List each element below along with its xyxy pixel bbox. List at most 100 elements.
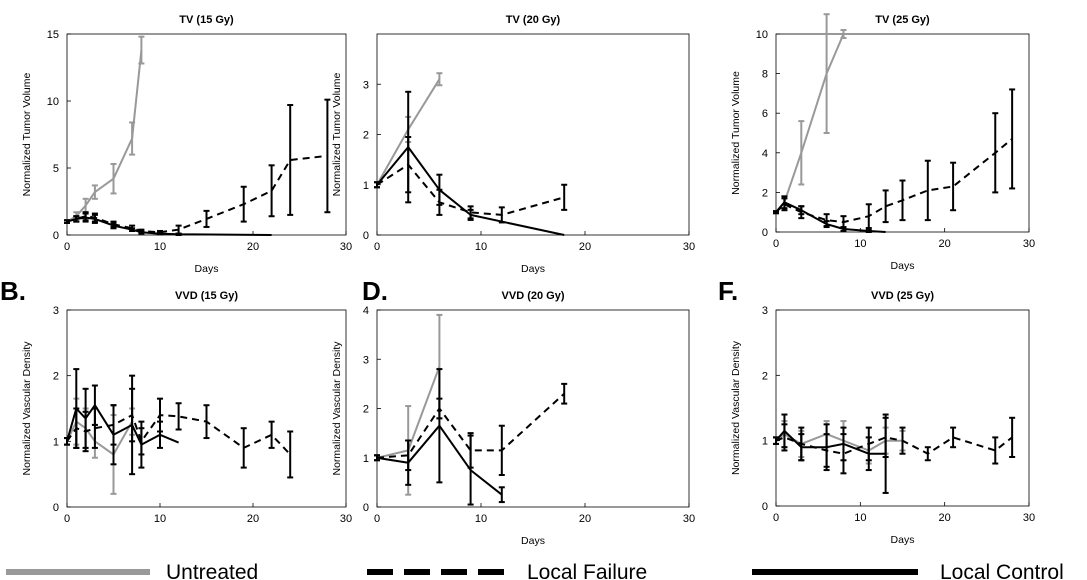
chart-6-series-untreated-line bbox=[775, 433, 903, 452]
chart-2-ylabel: Normalized Tumor Volume bbox=[331, 72, 343, 196]
chart-3-xtick-label: 20 bbox=[939, 238, 951, 250]
chart-4-xtick-label: 0 bbox=[64, 513, 70, 525]
legend-label-local-failure: Local Failure bbox=[527, 561, 647, 580]
chart-3: TV (25 Gy) 0 10 20 30 0 2 4 6 8 10 Days Normalized T… bbox=[730, 13, 1035, 272]
chart-2-ytick-label: 0 bbox=[363, 230, 369, 242]
chart-1-xtick-label: 0 bbox=[64, 241, 70, 253]
chart-1: TV (15 Gy) 0 10 20 30 0 5 10 15 Days Normalized Tu… bbox=[21, 14, 352, 275]
chart-4-xtick-label: 20 bbox=[247, 513, 259, 525]
chart-6-xtick-label: 20 bbox=[939, 512, 951, 524]
chart-3-ytick-label: 4 bbox=[762, 148, 768, 160]
chart-1-series-local-failure bbox=[64, 98, 331, 235]
panel-letter-f: F. bbox=[718, 276, 738, 306]
chart-2-xtick-label: 30 bbox=[683, 241, 695, 253]
chart-2-series-local-control-line bbox=[376, 146, 565, 236]
chart-3-frame bbox=[775, 33, 1030, 233]
chart-2-xtick-label: 0 bbox=[374, 241, 380, 253]
chart-3-xlabel: Days bbox=[891, 260, 915, 272]
chart-3-ytick-label: 10 bbox=[756, 29, 768, 41]
chart-6-title: VVD (25 Gy) bbox=[871, 290, 934, 302]
chart-4-ytick-label: 1 bbox=[53, 436, 59, 448]
chart-6-ylabel: Normalized Vascular Density bbox=[730, 340, 742, 475]
chart-4: VVD (15 Gy) 0 10 20 30 0 1 2 3 Normalized Vascula… bbox=[21, 290, 352, 525]
chart-4-ytick-label: 3 bbox=[53, 305, 59, 317]
chart-6-series-local-failure bbox=[773, 416, 1016, 475]
chart-1-series-local-failure-line bbox=[66, 154, 328, 234]
chart-1-ytick-label: 5 bbox=[53, 163, 59, 175]
chart-3-series-local-control bbox=[773, 195, 886, 233]
chart-1-frame bbox=[66, 33, 347, 236]
chart-5-xlabel: Days bbox=[521, 535, 545, 547]
chart-5-ytick-label: 2 bbox=[363, 404, 369, 416]
chart-1-series-untreated-line bbox=[66, 49, 143, 223]
chart-5-ytick-label: 0 bbox=[363, 502, 369, 514]
chart-5-ylabel: Normalized Vascular Density bbox=[331, 341, 343, 476]
legend: Untreated Local Failure Local Control bbox=[6, 561, 1064, 580]
chart-1-series-local-control-line bbox=[66, 216, 272, 236]
chart-5-ytick-label: 1 bbox=[363, 453, 369, 465]
chart-3-ytick-label: 2 bbox=[762, 187, 768, 199]
chart-6-ytick-label: 1 bbox=[762, 436, 768, 448]
chart-2-ytick-label: 2 bbox=[363, 130, 369, 142]
chart-5-title: VVD (20 Gy) bbox=[502, 290, 565, 302]
chart-5: VVD (20 Gy) 0 10 20 30 0 1 2 3 4 Days Normalized Va… bbox=[331, 290, 695, 547]
chart-3-ylabel: Normalized Tumor Volume bbox=[730, 71, 742, 195]
chart-6-ytick-label: 0 bbox=[762, 501, 768, 513]
chart-2-frame bbox=[376, 33, 690, 236]
chart-2: TV (20 Gy) 0 10 20 30 0 1 2 3 Days Normalized Tumo… bbox=[331, 14, 695, 275]
chart-3-ytick-label: 8 bbox=[762, 69, 768, 81]
chart-3-series-local-failure bbox=[773, 88, 1016, 230]
chart-1-xtick-label: 10 bbox=[154, 241, 166, 253]
chart-3-series-untreated bbox=[773, 13, 847, 215]
legend-label-local-control: Local Control bbox=[940, 561, 1064, 580]
chart-2-xtick-label: 10 bbox=[475, 241, 487, 253]
chart-4-frame bbox=[66, 309, 347, 508]
chart-2-xtick-label: 20 bbox=[579, 241, 591, 253]
chart-4-series-local-control bbox=[64, 368, 179, 476]
chart-4-series-untreated-line bbox=[66, 420, 133, 456]
chart-6-xtick-label: 30 bbox=[1023, 512, 1035, 524]
chart-3-xtick-label: 10 bbox=[854, 238, 866, 250]
legend-label-untreated: Untreated bbox=[166, 561, 258, 580]
chart-4-xtick-label: 30 bbox=[340, 513, 352, 525]
chart-5-series-local-failure-line bbox=[376, 392, 565, 459]
chart-6-xlabel: Days bbox=[891, 534, 915, 546]
chart-1-ylabel: Normalized Tumor Volume bbox=[21, 72, 33, 196]
panel-letter-b: B. bbox=[0, 276, 26, 306]
chart-5-ytick-label: 3 bbox=[363, 354, 369, 366]
chart-1-xlabel: Days bbox=[195, 263, 219, 275]
chart-5-xtick-label: 0 bbox=[374, 513, 380, 525]
chart-6-xtick-label: 10 bbox=[854, 512, 866, 524]
chart-2-xlabel: Days bbox=[521, 263, 545, 275]
chart-1-xtick-label: 20 bbox=[247, 241, 259, 253]
chart-5-ytick-label: 4 bbox=[363, 305, 369, 317]
chart-3-ytick-label: 6 bbox=[762, 108, 768, 120]
chart-1-ytick-label: 15 bbox=[47, 29, 59, 41]
chart-6-ytick-label: 2 bbox=[762, 370, 768, 382]
chart-4-ylabel: Normalized Vascular Density bbox=[21, 341, 33, 476]
chart-6-series-local-failure-line bbox=[775, 436, 1013, 455]
chart-6: VVD (25 Gy) 0 10 20 30 0 1 2 3 Days Normalized Vas… bbox=[730, 290, 1035, 546]
chart-6-frame bbox=[775, 309, 1030, 507]
panel-letter-d: D. bbox=[362, 276, 388, 306]
chart-3-series-local-failure-line bbox=[775, 138, 1013, 224]
chart-3-series-untreated-line bbox=[775, 33, 845, 213]
chart-6-ytick-label: 3 bbox=[762, 305, 768, 317]
chart-3-ytick-label: 0 bbox=[762, 227, 768, 239]
chart-2-title: TV (20 Gy) bbox=[506, 14, 561, 26]
chart-6-series-local-control bbox=[773, 413, 889, 494]
chart-2-series-local-control bbox=[374, 90, 565, 236]
chart-4-xtick-label: 10 bbox=[154, 513, 166, 525]
chart-3-title: TV (25 Gy) bbox=[875, 14, 930, 26]
chart-3-xtick-label: 30 bbox=[1023, 238, 1035, 250]
chart-4-ytick-label: 2 bbox=[53, 371, 59, 383]
chart-2-ytick-label: 1 bbox=[363, 180, 369, 192]
chart-2-series-local-failure-line bbox=[376, 163, 565, 216]
chart-5-xtick-label: 30 bbox=[683, 513, 695, 525]
chart-1-ytick-label: 0 bbox=[53, 230, 59, 242]
chart-4-series-local-failure bbox=[64, 387, 294, 479]
chart-1-series-local-control bbox=[64, 212, 272, 236]
chart-4-ytick-label: 0 bbox=[53, 502, 59, 514]
chart-1-ytick-label: 10 bbox=[47, 96, 59, 108]
